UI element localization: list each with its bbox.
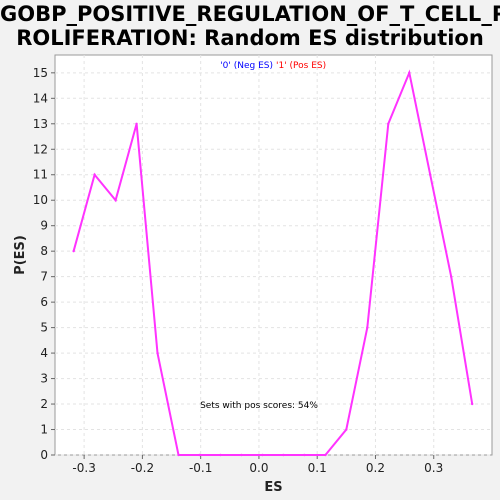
data-point	[72, 249, 75, 253]
x-tick-label: 0.1	[308, 461, 327, 475]
plot-area	[54, 54, 493, 456]
series-line	[72, 69, 474, 456]
y-tick-label: 0	[40, 448, 48, 462]
y-tick-label: 8	[40, 244, 48, 258]
y-tick-label: 9	[40, 219, 48, 233]
x-tick-label: -0.2	[131, 461, 154, 475]
x-tick-label: -0.3	[72, 461, 95, 475]
x-tick-label: -0.1	[189, 461, 212, 475]
data-point	[261, 453, 264, 457]
y-tick-label: 10	[33, 193, 48, 207]
y-tick-label: 2	[40, 397, 48, 411]
chart-title: GOBP_POSITIVE_REGULATION_OF_T_CELL_P ROL…	[0, 2, 500, 50]
y-tick-label: 15	[33, 66, 48, 80]
x-axis-label: ES	[264, 480, 282, 495]
legend-pos-label: '1' (Pos ES)	[276, 61, 326, 71]
annotation-text: Sets with pos scores: 54%	[200, 401, 318, 411]
y-tick-label: 14	[33, 91, 48, 105]
x-tick-label: 0.3	[424, 461, 443, 475]
data-point	[93, 173, 96, 176]
y-tick-label: 3	[40, 372, 48, 386]
data-point	[387, 122, 390, 125]
legend-neg-label: '0' (Neg ES)	[220, 61, 273, 71]
data-point	[324, 453, 327, 457]
y-tick-label: 5	[40, 321, 48, 335]
y-tick-label: 12	[33, 142, 48, 156]
data-point	[219, 453, 222, 457]
data-point	[198, 453, 201, 457]
data-point	[156, 351, 159, 355]
data-point	[135, 122, 138, 125]
data-point	[408, 71, 411, 75]
data-point	[366, 326, 369, 329]
y-axis-label: P(ES)	[13, 235, 28, 275]
data-point	[282, 453, 285, 457]
data-point	[240, 453, 243, 457]
data-point	[114, 199, 117, 202]
y-tick-label: 7	[40, 270, 48, 284]
data-point	[470, 402, 474, 406]
x-tick-label: 0.2	[366, 461, 385, 475]
data-point	[345, 428, 348, 431]
y-tick-label: 1	[40, 423, 48, 437]
y-tick-label: 11	[33, 168, 48, 182]
data-point	[429, 173, 432, 176]
data-point	[177, 453, 180, 457]
x-axis-ticks: -0.3 -0.2 -0.1 0.0 0.1 0.2 0.3	[72, 455, 443, 475]
y-tick-label: 6	[40, 295, 48, 309]
chart-title-line-1: GOBP_POSITIVE_REGULATION_OF_T_CELL_P	[0, 2, 500, 26]
y-tick-label: 4	[40, 346, 48, 360]
grid-lines	[55, 55, 492, 456]
series-points	[72, 71, 474, 457]
x-tick-label: 0.0	[249, 461, 268, 475]
y-tick-label: 13	[33, 117, 48, 131]
data-point	[450, 275, 453, 278]
chart-title-line-2: ROLIFERATION: Random ES distribution	[16, 26, 484, 50]
data-point	[303, 453, 306, 457]
